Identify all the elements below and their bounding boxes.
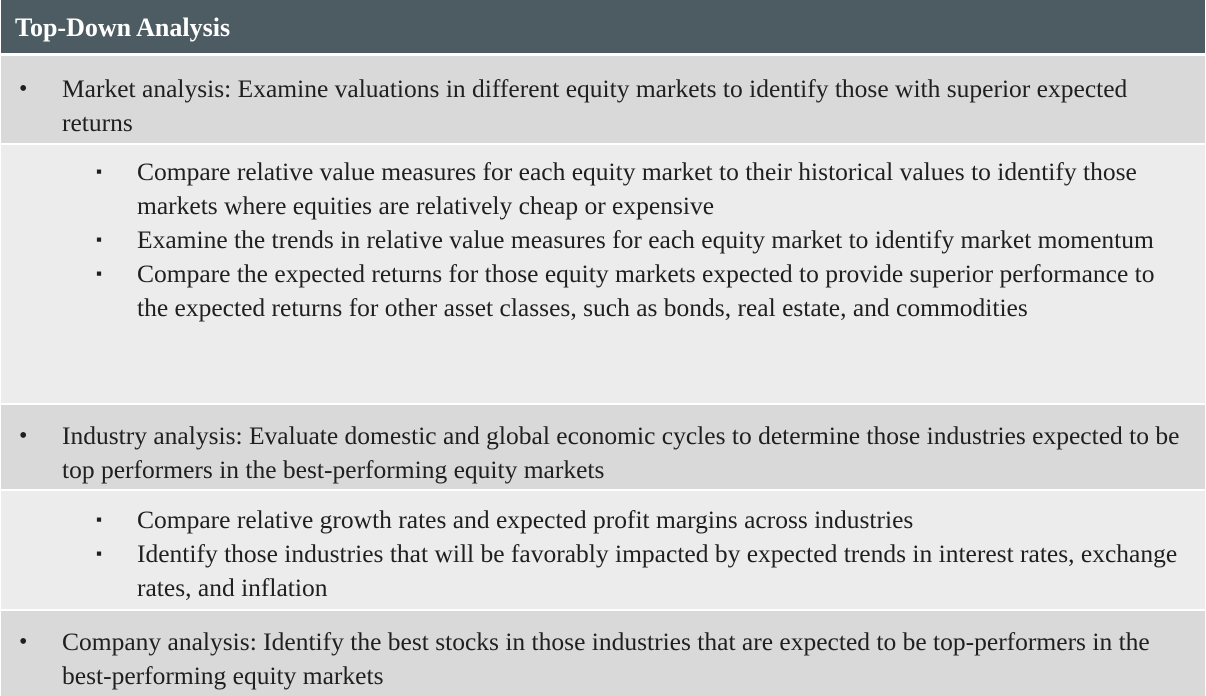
market-analysis-item: • Market analysis: Examine valuations in… (1, 72, 1205, 140)
industry-sub-text: Compare relative growth rates and expect… (137, 505, 914, 534)
table-header: Top-Down Analysis (1, 0, 1205, 56)
market-sub-text: Compare the expected returns for those e… (137, 259, 1155, 322)
bullet-icon: • (19, 76, 28, 102)
market-analysis-text: Market analysis: Examine valuations in d… (62, 74, 1128, 137)
market-sub-text: Examine the trends in relative value mea… (137, 225, 1154, 254)
market-sub-text: Compare relative value measures for each… (137, 157, 1137, 220)
square-bullet-icon: ▪ (96, 264, 103, 283)
square-bullet-icon: ▪ (96, 510, 103, 529)
company-analysis-item: • Company analysis: Identify the best st… (1, 625, 1205, 693)
section-market-details: ▪ Compare relative value measures for ea… (1, 145, 1205, 405)
bullet-icon: • (19, 629, 28, 655)
company-analysis-text: Company analysis: Identify the best stoc… (62, 627, 1150, 690)
industry-analysis-text: Industry analysis: Evaluate domestic and… (62, 421, 1180, 484)
industry-analysis-item: • Industry analysis: Evaluate domestic a… (1, 419, 1205, 487)
section-market: • Market analysis: Examine valuations in… (1, 56, 1205, 145)
market-sub-item: ▪ Compare the expected returns for those… (1, 257, 1205, 325)
square-bullet-icon: ▪ (96, 162, 103, 181)
industry-sub-text: Identify those industries that will be f… (137, 539, 1178, 602)
industry-sub-item: ▪ Identify those industries that will be… (1, 537, 1205, 605)
section-industry-details: ▪ Compare relative growth rates and expe… (1, 491, 1205, 611)
market-sub-item: ▪ Compare relative value measures for ea… (1, 155, 1205, 223)
square-bullet-icon: ▪ (96, 544, 103, 563)
section-industry: • Industry analysis: Evaluate domestic a… (1, 405, 1205, 491)
square-bullet-icon: ▪ (96, 230, 103, 249)
market-sub-item: ▪ Examine the trends in relative value m… (1, 223, 1205, 257)
industry-sub-item: ▪ Compare relative growth rates and expe… (1, 503, 1205, 537)
section-company: • Company analysis: Identify the best st… (1, 611, 1205, 696)
bullet-icon: • (19, 423, 28, 449)
